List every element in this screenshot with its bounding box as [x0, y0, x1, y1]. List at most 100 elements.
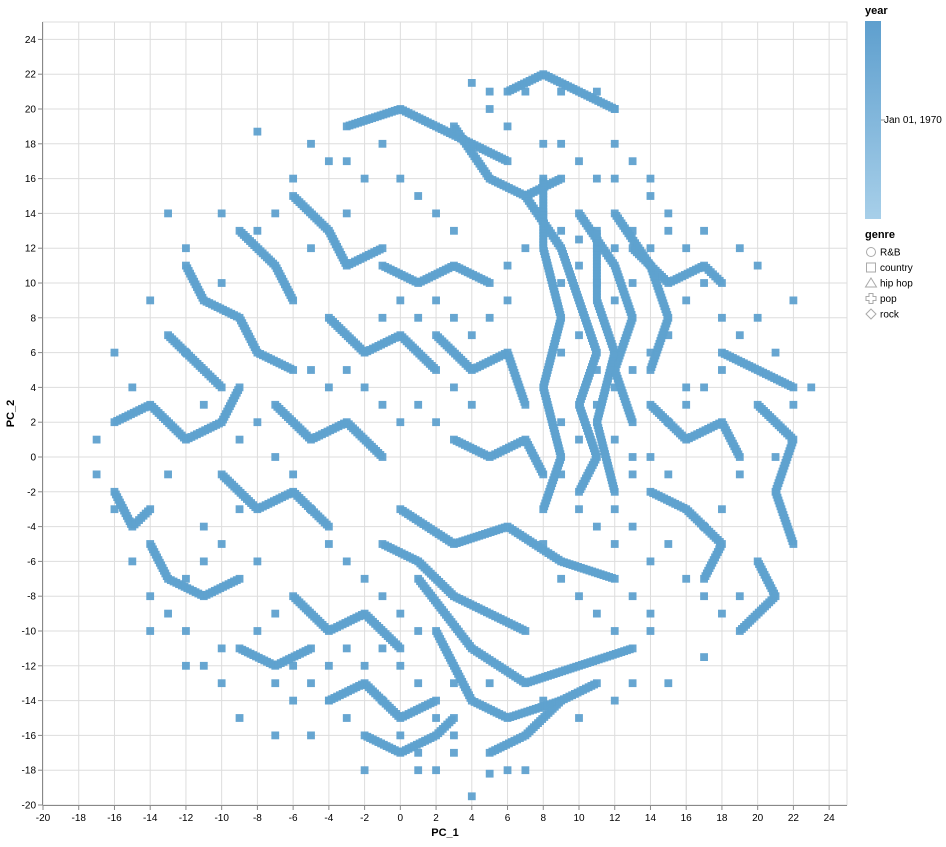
- data-point: [217, 679, 226, 688]
- data-point: [575, 592, 583, 601]
- data-point: [110, 505, 119, 514]
- data-point: [378, 313, 387, 322]
- y-tick-label: 0: [30, 453, 36, 464]
- data-point: [450, 748, 458, 757]
- data-point: [610, 487, 619, 496]
- data-point: [592, 522, 601, 531]
- data-point: [307, 505, 315, 514]
- data-point: [324, 157, 333, 166]
- data-point: [646, 453, 655, 461]
- y-tick-label: 6: [30, 348, 36, 359]
- x-tick-label: 2: [433, 813, 439, 824]
- data-point: [521, 244, 530, 253]
- data-point: [628, 644, 637, 653]
- data-point: [289, 696, 298, 705]
- data-point: [182, 244, 190, 253]
- data-point: [628, 522, 637, 531]
- data-point: [557, 139, 566, 148]
- data-point: [771, 453, 780, 461]
- data-point: [664, 209, 673, 218]
- data-point: [735, 592, 744, 601]
- data-point: [575, 331, 583, 340]
- data-point: [718, 313, 726, 322]
- x-tick-label: 10: [573, 813, 585, 824]
- x-tick-label: 0: [398, 813, 404, 824]
- data-point: [485, 679, 494, 688]
- y-tick-label: 8: [30, 313, 36, 324]
- data-point: [235, 714, 244, 722]
- data-point: [324, 540, 333, 548]
- data-point: [467, 400, 476, 409]
- legend: year Jan 01, 1970 genre R&B country hip ho…: [864, 5, 942, 321]
- data-point: [735, 453, 744, 461]
- data-point: [610, 540, 619, 548]
- data-point: [682, 296, 691, 305]
- data-point: [396, 296, 405, 305]
- data-point: [682, 383, 691, 392]
- data-point: [735, 470, 744, 479]
- data-point: [575, 235, 583, 244]
- shape-legend-label: rock: [880, 310, 900, 321]
- data-point: [610, 174, 619, 183]
- data-point: [342, 209, 351, 218]
- data-point: [592, 244, 601, 253]
- data-point: [450, 383, 458, 392]
- data-point: [396, 661, 405, 670]
- data-point: [575, 505, 583, 514]
- data-point: [610, 383, 619, 392]
- x-tick-label: 6: [505, 813, 511, 824]
- y-tick-label: 24: [25, 35, 37, 46]
- x-axis-title: PC_1: [431, 827, 459, 839]
- data-point: [646, 244, 655, 253]
- data-point: [628, 279, 637, 287]
- data-point: [432, 766, 440, 775]
- data-point: [610, 574, 619, 583]
- x-tick-label: 12: [609, 813, 621, 824]
- data-point: [539, 696, 548, 705]
- x-tick-label: 18: [716, 813, 728, 824]
- data-point: [92, 470, 101, 479]
- data-point: [450, 313, 458, 322]
- legend-diamond-icon: [865, 308, 877, 320]
- data-point: [539, 505, 548, 514]
- x-tick-label: 8: [540, 813, 546, 824]
- data-point: [700, 574, 708, 583]
- data-point: [807, 383, 816, 392]
- data-point: [753, 313, 762, 322]
- data-point: [217, 279, 226, 287]
- x-tick-label: -8: [253, 813, 262, 824]
- data-point: [414, 679, 423, 688]
- y-tick-label: -16: [22, 731, 37, 742]
- data-point: [628, 592, 637, 601]
- data-point: [432, 418, 440, 427]
- data-point: [199, 661, 208, 670]
- data-point: [307, 366, 315, 374]
- data-point: [396, 609, 405, 618]
- data-point: [628, 366, 637, 374]
- data-point: [182, 574, 190, 583]
- y-tick-label: -14: [22, 696, 37, 707]
- data-point: [610, 244, 619, 253]
- data-point: [539, 139, 548, 148]
- y-tick-label: 20: [25, 105, 37, 116]
- x-tick-label: -14: [143, 813, 158, 824]
- data-point: [718, 505, 726, 514]
- data-point: [664, 470, 673, 479]
- data-point: [414, 192, 423, 200]
- data-point: [360, 174, 369, 183]
- data-point: [771, 348, 780, 357]
- data-point: [735, 244, 744, 253]
- data-point: [199, 400, 208, 409]
- data-point: [271, 209, 280, 218]
- data-point: [610, 505, 619, 514]
- data-point: [503, 296, 512, 305]
- data-point: [610, 696, 619, 705]
- x-tick-label: 20: [752, 813, 764, 824]
- x-tick-label: -10: [214, 813, 229, 824]
- data-point: [646, 557, 655, 566]
- data-point: [664, 226, 673, 235]
- data-point: [682, 574, 691, 583]
- data-point: [557, 279, 566, 287]
- data-point: [789, 400, 798, 409]
- x-tick-label: 4: [469, 813, 475, 824]
